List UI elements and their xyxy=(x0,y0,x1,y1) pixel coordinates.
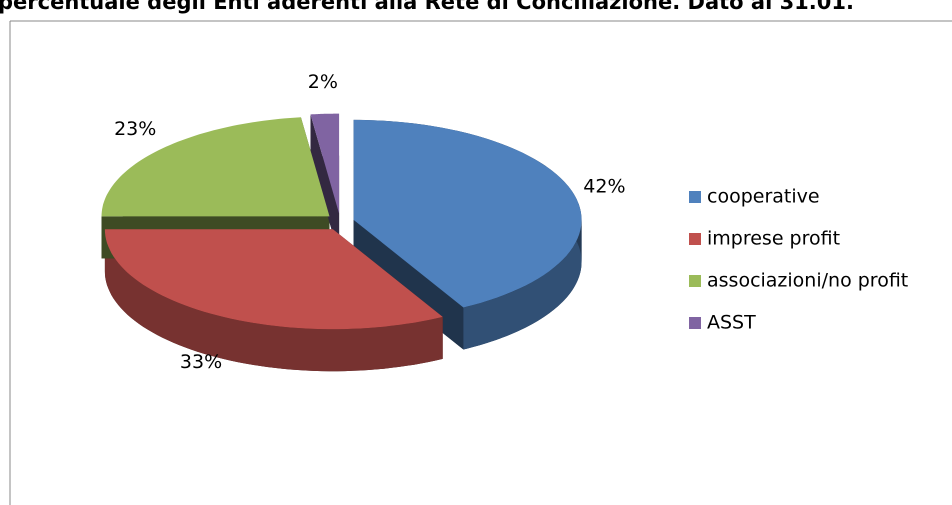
legend-swatch xyxy=(689,191,701,203)
slice xyxy=(310,113,340,214)
data-label: 33% xyxy=(180,351,222,373)
legend-swatch xyxy=(689,233,701,245)
legend-swatch xyxy=(689,317,701,329)
legend-label: ASST xyxy=(707,312,756,334)
legend-label: associazioni/no profit xyxy=(707,270,908,292)
slice xyxy=(353,119,582,308)
slice xyxy=(104,229,443,330)
slice-wall xyxy=(463,219,582,350)
legend: cooperative imprese profit associazioni/no… xyxy=(689,186,908,334)
chart-title: percentuale degli Enti aderenti alla Ret… xyxy=(0,0,854,14)
legend-label: imprese profit xyxy=(707,228,840,250)
pie: 42% 33% 23% 2% xyxy=(101,71,626,373)
slice xyxy=(101,117,330,217)
legend-label: cooperative xyxy=(707,186,820,208)
data-label: 2% xyxy=(308,71,338,93)
data-label: 42% xyxy=(583,176,625,198)
slice-wall xyxy=(104,229,443,372)
slice-side xyxy=(310,114,340,256)
data-label: 23% xyxy=(114,118,156,140)
legend-swatch xyxy=(689,275,701,287)
